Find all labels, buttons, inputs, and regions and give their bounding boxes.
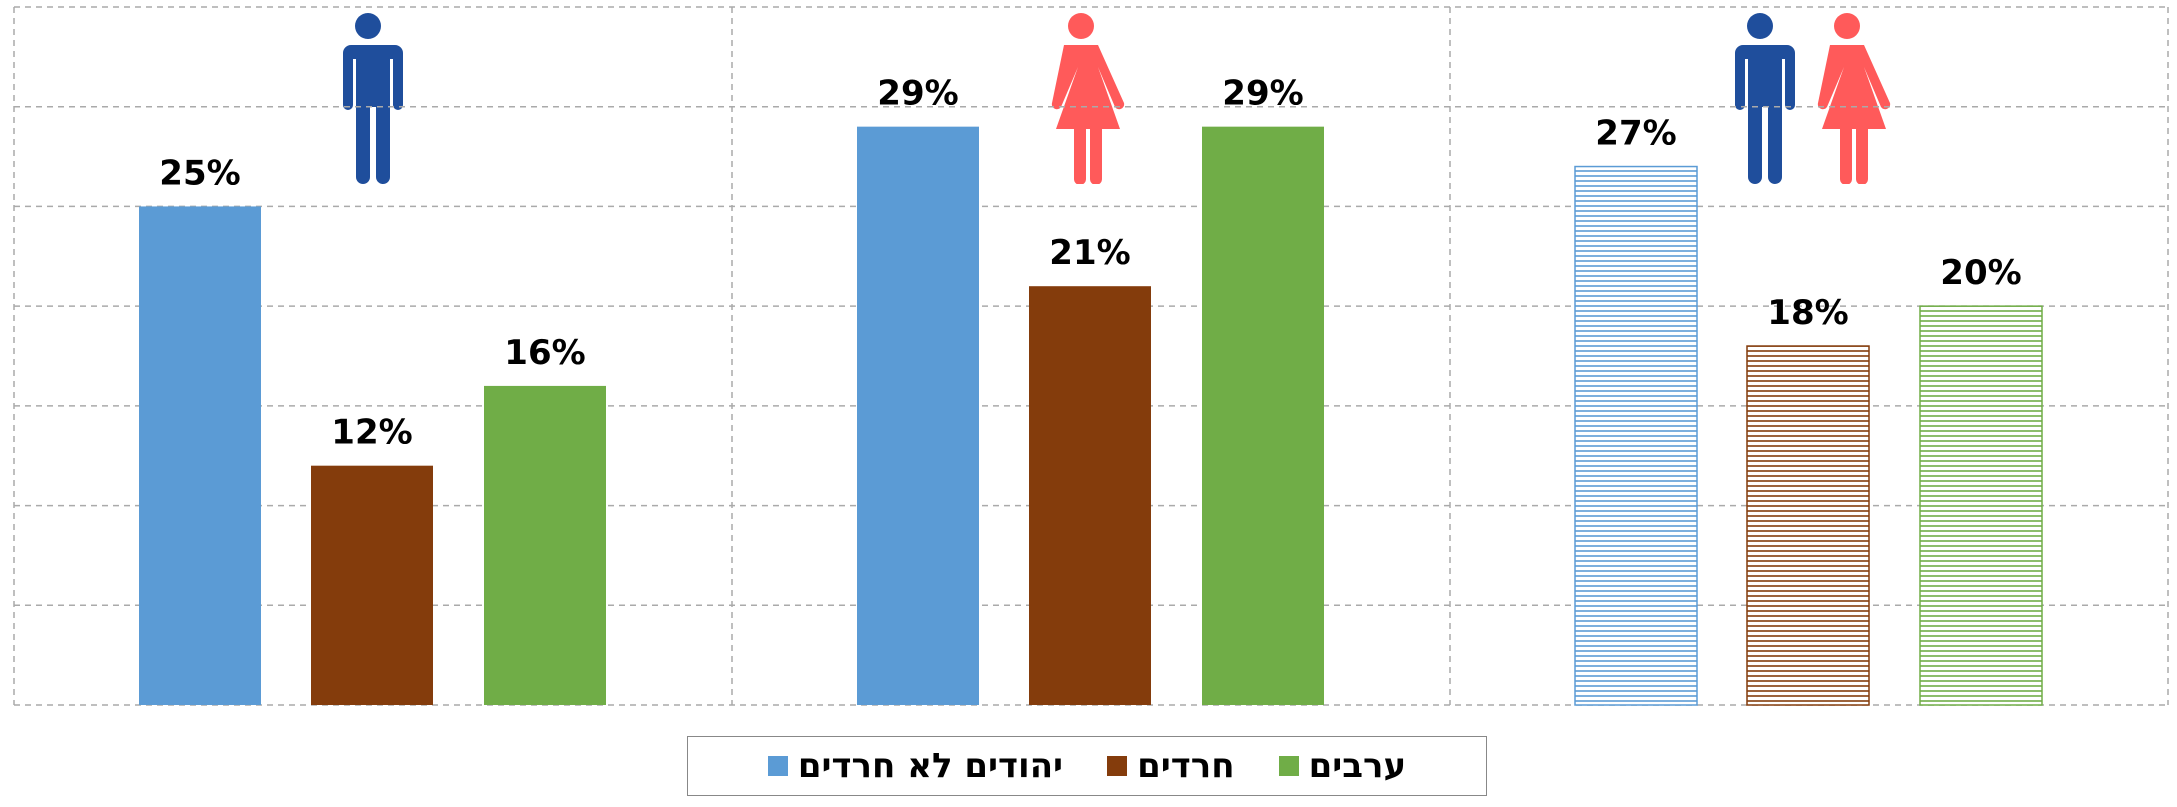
- value-label: 25%: [159, 153, 240, 193]
- value-label: 29%: [1222, 74, 1303, 114]
- legend-swatch: [1278, 756, 1299, 776]
- bar: [1746, 345, 1870, 706]
- woman-icon: [1051, 13, 1125, 184]
- legend-item: יהודים לא חרדים: [767, 746, 1064, 786]
- legend-label: יהודים לא חרדים: [797, 746, 1064, 786]
- legend-item: ערבים: [1278, 746, 1407, 786]
- bar: [1574, 165, 1698, 706]
- legend: יהודים לא חרדים חרדים ערבים: [687, 736, 1487, 796]
- legend-label: חרדים: [1137, 746, 1235, 786]
- legend-item: חרדים: [1107, 746, 1235, 786]
- value-label: 12%: [331, 413, 412, 453]
- bar: [1202, 126, 1324, 705]
- bar: [1919, 305, 2043, 706]
- bar: [1029, 286, 1151, 705]
- value-label: 18%: [1767, 293, 1848, 333]
- man-icon: [1733, 13, 1795, 184]
- chart: 25% 12% 16% 29% 21% 29% 27% 18% 20%: [13, 6, 2169, 706]
- bar: [311, 465, 433, 705]
- legend-swatch: [1107, 756, 1128, 776]
- woman-icon: [1817, 13, 1891, 184]
- value-label: 29%: [877, 74, 958, 114]
- man-icon: [341, 13, 403, 184]
- legend-label: ערבים: [1308, 746, 1407, 786]
- bar: [484, 385, 606, 705]
- value-label: 16%: [504, 333, 585, 373]
- value-label: 27%: [1595, 114, 1676, 154]
- icons: [341, 13, 1891, 184]
- bar: [857, 126, 979, 705]
- value-label: 21%: [1049, 233, 1130, 273]
- legend-swatch: [767, 756, 788, 776]
- bar: [139, 206, 261, 705]
- value-label: 20%: [1940, 253, 2021, 293]
